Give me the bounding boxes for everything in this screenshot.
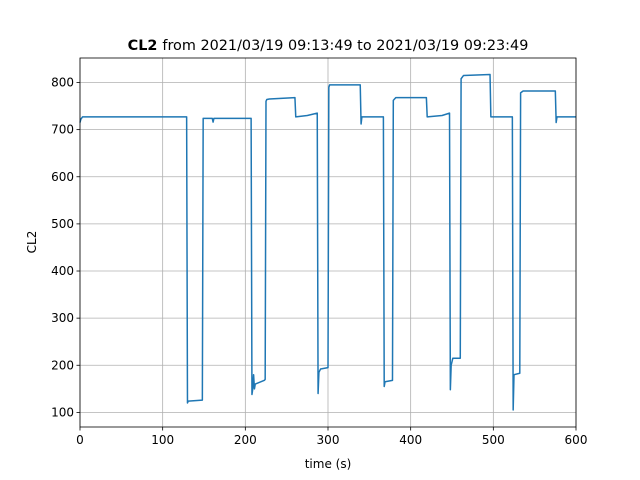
- x-tick-label: 0: [76, 433, 84, 447]
- y-tick-label: 100: [51, 405, 74, 419]
- x-tick-label: 600: [565, 433, 588, 447]
- y-tick-label: 500: [51, 217, 74, 231]
- x-tick-label: 100: [151, 433, 174, 447]
- ticks: 0 100 200 300 400 500 600100200300400500600700…: [51, 76, 587, 447]
- x-tick-label: 200: [234, 433, 257, 447]
- x-tick-label: 500: [482, 433, 505, 447]
- lines: [79, 73, 576, 411]
- y-tick-label: 600: [51, 170, 74, 184]
- y-tick-label: 800: [51, 76, 74, 90]
- y-tick-label: 300: [51, 311, 74, 325]
- y-tick-label: 200: [51, 358, 74, 372]
- data-line: [79, 73, 576, 411]
- y-axis-label: CL2: [25, 231, 39, 254]
- chart-title: CL2 from 2021/03/19 09:13:49 to 2021/03/1…: [128, 38, 529, 54]
- x-tick-label: 300: [317, 433, 340, 447]
- y-tick-label: 700: [51, 123, 74, 137]
- x-tick-label: 400: [399, 433, 422, 447]
- title-text: from 2021/03/19 09:13:49 to 2021/03/19 0…: [162, 38, 528, 54]
- title-bold: CL2: [128, 38, 158, 54]
- x-axis-label: time (s): [305, 457, 352, 471]
- y-tick-label: 400: [51, 264, 74, 278]
